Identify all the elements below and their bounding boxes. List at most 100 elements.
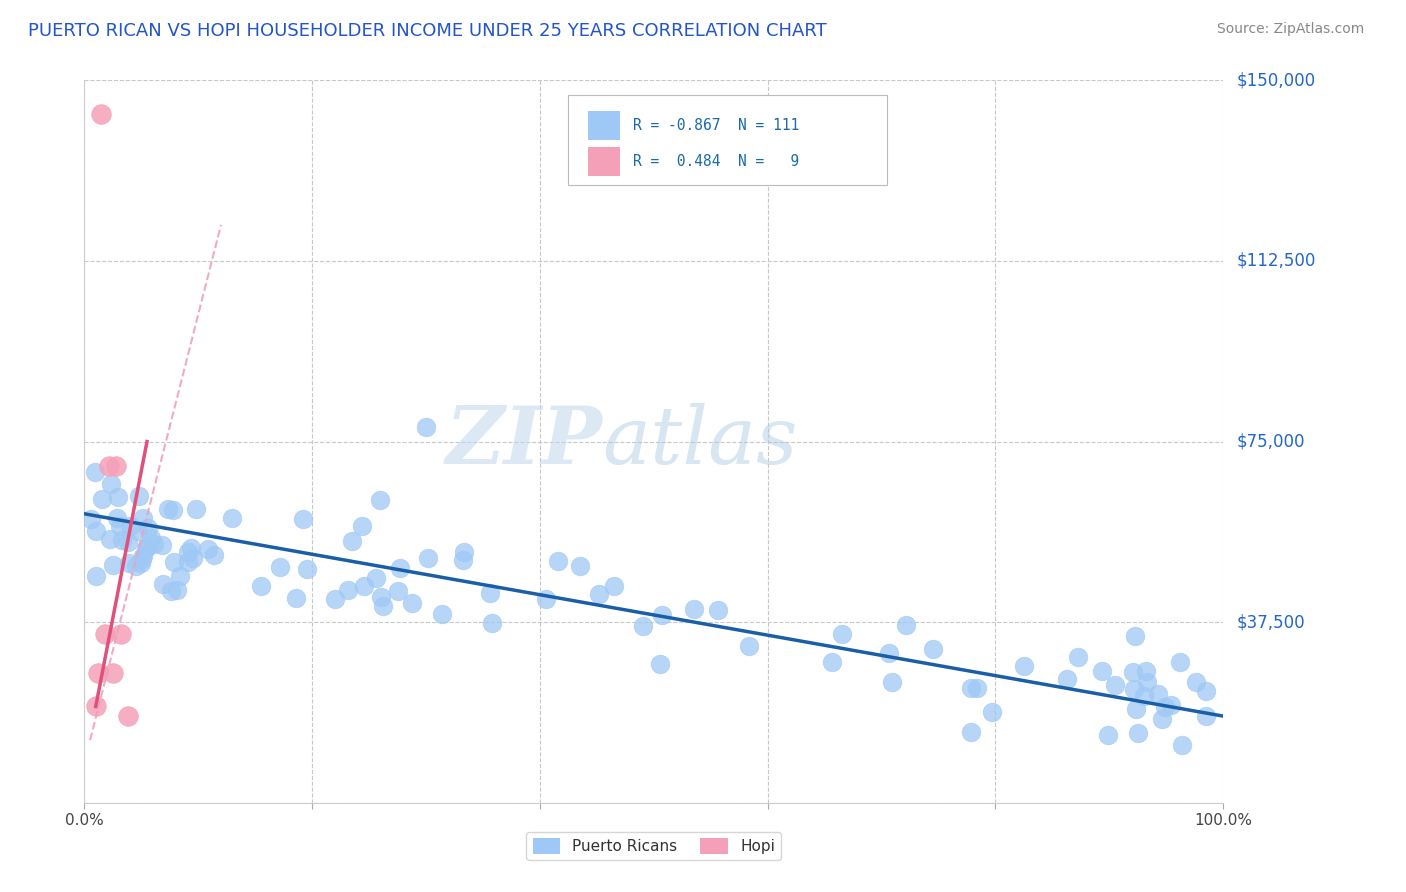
Point bbox=[100, 477, 122, 491]
Point bbox=[1133, 689, 1156, 703]
Point bbox=[1123, 682, 1146, 697]
Point bbox=[202, 549, 225, 563]
Point bbox=[181, 551, 204, 566]
Text: ZIP: ZIP bbox=[446, 403, 603, 480]
Point bbox=[1126, 726, 1149, 740]
Point bbox=[1067, 650, 1090, 665]
Point bbox=[451, 553, 474, 567]
Point bbox=[135, 541, 157, 555]
Text: $37,500: $37,500 bbox=[1237, 613, 1306, 632]
Point bbox=[387, 584, 409, 599]
Point bbox=[1160, 698, 1182, 713]
Point bbox=[91, 492, 114, 507]
Point bbox=[353, 579, 375, 593]
Point bbox=[143, 537, 166, 551]
Point bbox=[107, 491, 129, 505]
Point bbox=[118, 557, 141, 571]
Point bbox=[350, 519, 373, 533]
Point bbox=[103, 558, 125, 573]
Point bbox=[588, 586, 610, 600]
Point bbox=[84, 465, 107, 479]
Point bbox=[323, 592, 346, 607]
Point bbox=[87, 665, 110, 680]
Text: R =  0.484  N =   9: R = 0.484 N = 9 bbox=[633, 154, 800, 169]
Point bbox=[180, 541, 202, 555]
Text: $75,000: $75,000 bbox=[1237, 433, 1306, 450]
Point bbox=[250, 579, 273, 593]
Point bbox=[1195, 708, 1218, 723]
Point bbox=[389, 560, 412, 574]
Point bbox=[368, 493, 391, 508]
Point bbox=[177, 545, 200, 559]
Point bbox=[117, 709, 139, 723]
Point bbox=[1135, 664, 1157, 678]
Point bbox=[100, 533, 122, 547]
Point bbox=[415, 420, 437, 434]
Point bbox=[105, 458, 128, 473]
Point bbox=[128, 490, 150, 504]
Point bbox=[138, 520, 160, 534]
FancyBboxPatch shape bbox=[588, 112, 620, 140]
Point bbox=[373, 599, 395, 614]
Text: atlas: atlas bbox=[603, 403, 799, 480]
Point bbox=[481, 615, 503, 630]
Point bbox=[1104, 678, 1126, 692]
Point bbox=[84, 699, 107, 714]
FancyBboxPatch shape bbox=[588, 147, 620, 177]
Point bbox=[960, 724, 983, 739]
Point bbox=[1171, 738, 1194, 752]
Point bbox=[882, 674, 904, 689]
Text: R = -0.867  N = 111: R = -0.867 N = 111 bbox=[633, 119, 800, 133]
Point bbox=[894, 617, 917, 632]
Text: Source: ZipAtlas.com: Source: ZipAtlas.com bbox=[1216, 22, 1364, 37]
Point bbox=[921, 641, 943, 656]
Point bbox=[877, 647, 900, 661]
Point bbox=[131, 552, 153, 566]
Point bbox=[453, 545, 475, 559]
Point bbox=[966, 681, 988, 696]
Point bbox=[292, 512, 315, 526]
Point bbox=[284, 591, 307, 606]
Point bbox=[1097, 728, 1119, 742]
Point bbox=[156, 502, 179, 516]
Point bbox=[1195, 683, 1218, 698]
Point bbox=[478, 586, 501, 600]
Point bbox=[111, 533, 134, 547]
Point bbox=[416, 551, 439, 566]
Point bbox=[831, 626, 853, 640]
Text: $112,500: $112,500 bbox=[1237, 252, 1316, 270]
Point bbox=[651, 608, 673, 623]
Point bbox=[1125, 628, 1147, 642]
Text: $150,000: $150,000 bbox=[1237, 71, 1316, 89]
Point bbox=[631, 618, 654, 632]
Point bbox=[602, 578, 624, 592]
Point bbox=[1154, 699, 1177, 714]
Point bbox=[136, 541, 159, 555]
Point bbox=[139, 531, 162, 545]
Point bbox=[150, 538, 173, 552]
Point bbox=[177, 556, 200, 570]
Text: PUERTO RICAN VS HOPI HOUSEHOLDER INCOME UNDER 25 YEARS CORRELATION CHART: PUERTO RICAN VS HOPI HOUSEHOLDER INCOME … bbox=[28, 22, 827, 40]
Point bbox=[108, 519, 131, 533]
Point bbox=[84, 524, 107, 538]
Point bbox=[960, 681, 983, 695]
Point bbox=[1152, 712, 1174, 726]
Point bbox=[648, 657, 671, 672]
Point bbox=[1012, 659, 1035, 673]
FancyBboxPatch shape bbox=[568, 95, 887, 185]
Point bbox=[1146, 687, 1168, 701]
Point bbox=[364, 571, 387, 585]
Point bbox=[79, 512, 101, 526]
Point bbox=[269, 560, 291, 574]
Point bbox=[107, 511, 129, 525]
Point bbox=[163, 555, 186, 569]
Point bbox=[94, 627, 117, 641]
Point bbox=[162, 502, 184, 516]
Point bbox=[370, 590, 392, 604]
Point bbox=[221, 510, 243, 524]
Point bbox=[547, 553, 569, 567]
Point bbox=[401, 596, 423, 610]
Point bbox=[569, 559, 592, 574]
Point bbox=[738, 639, 761, 653]
Point bbox=[1168, 655, 1191, 669]
